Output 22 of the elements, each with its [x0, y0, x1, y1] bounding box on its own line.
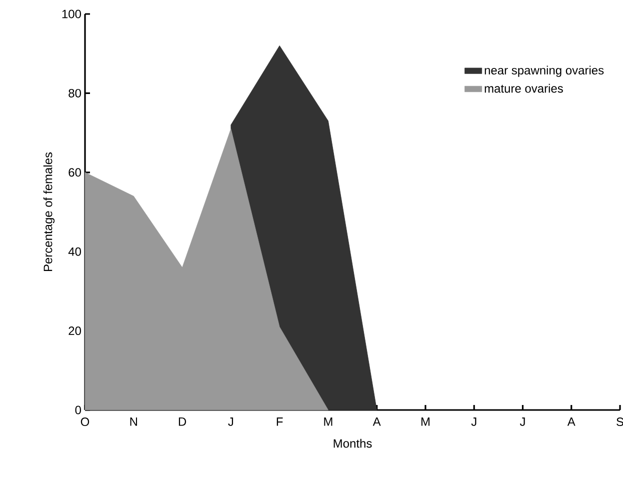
y-tick-label: 40: [68, 247, 82, 256]
x-tick-label: M: [324, 418, 332, 426]
x-tick-label: J: [471, 418, 476, 426]
legend-label: mature ovaries: [484, 84, 563, 93]
y-tick-label: 20: [68, 326, 82, 336]
y-tick-label: 0: [75, 406, 82, 414]
x-tick-label: O: [80, 418, 90, 426]
y-tick-label: 60: [68, 168, 82, 177]
x-tick-label: N: [130, 418, 137, 426]
legend-label: near spawning ovaries: [484, 66, 604, 77]
x-tick-label: J: [228, 418, 234, 426]
x-tick-label: D: [178, 418, 186, 426]
x-axis-title: Months: [334, 438, 372, 448]
x-tick-label: J: [520, 418, 525, 426]
x-tick-label: F: [276, 418, 283, 426]
y-axis-title: Percentage of females: [43, 152, 55, 272]
x-tick-label: A: [372, 418, 381, 426]
x-tick-label: S: [616, 418, 623, 426]
y-tick-label: 100: [62, 10, 81, 18]
x-tick-label: A: [567, 418, 576, 426]
y-tick-label: 80: [68, 88, 82, 98]
x-tick-label: M: [421, 418, 430, 426]
